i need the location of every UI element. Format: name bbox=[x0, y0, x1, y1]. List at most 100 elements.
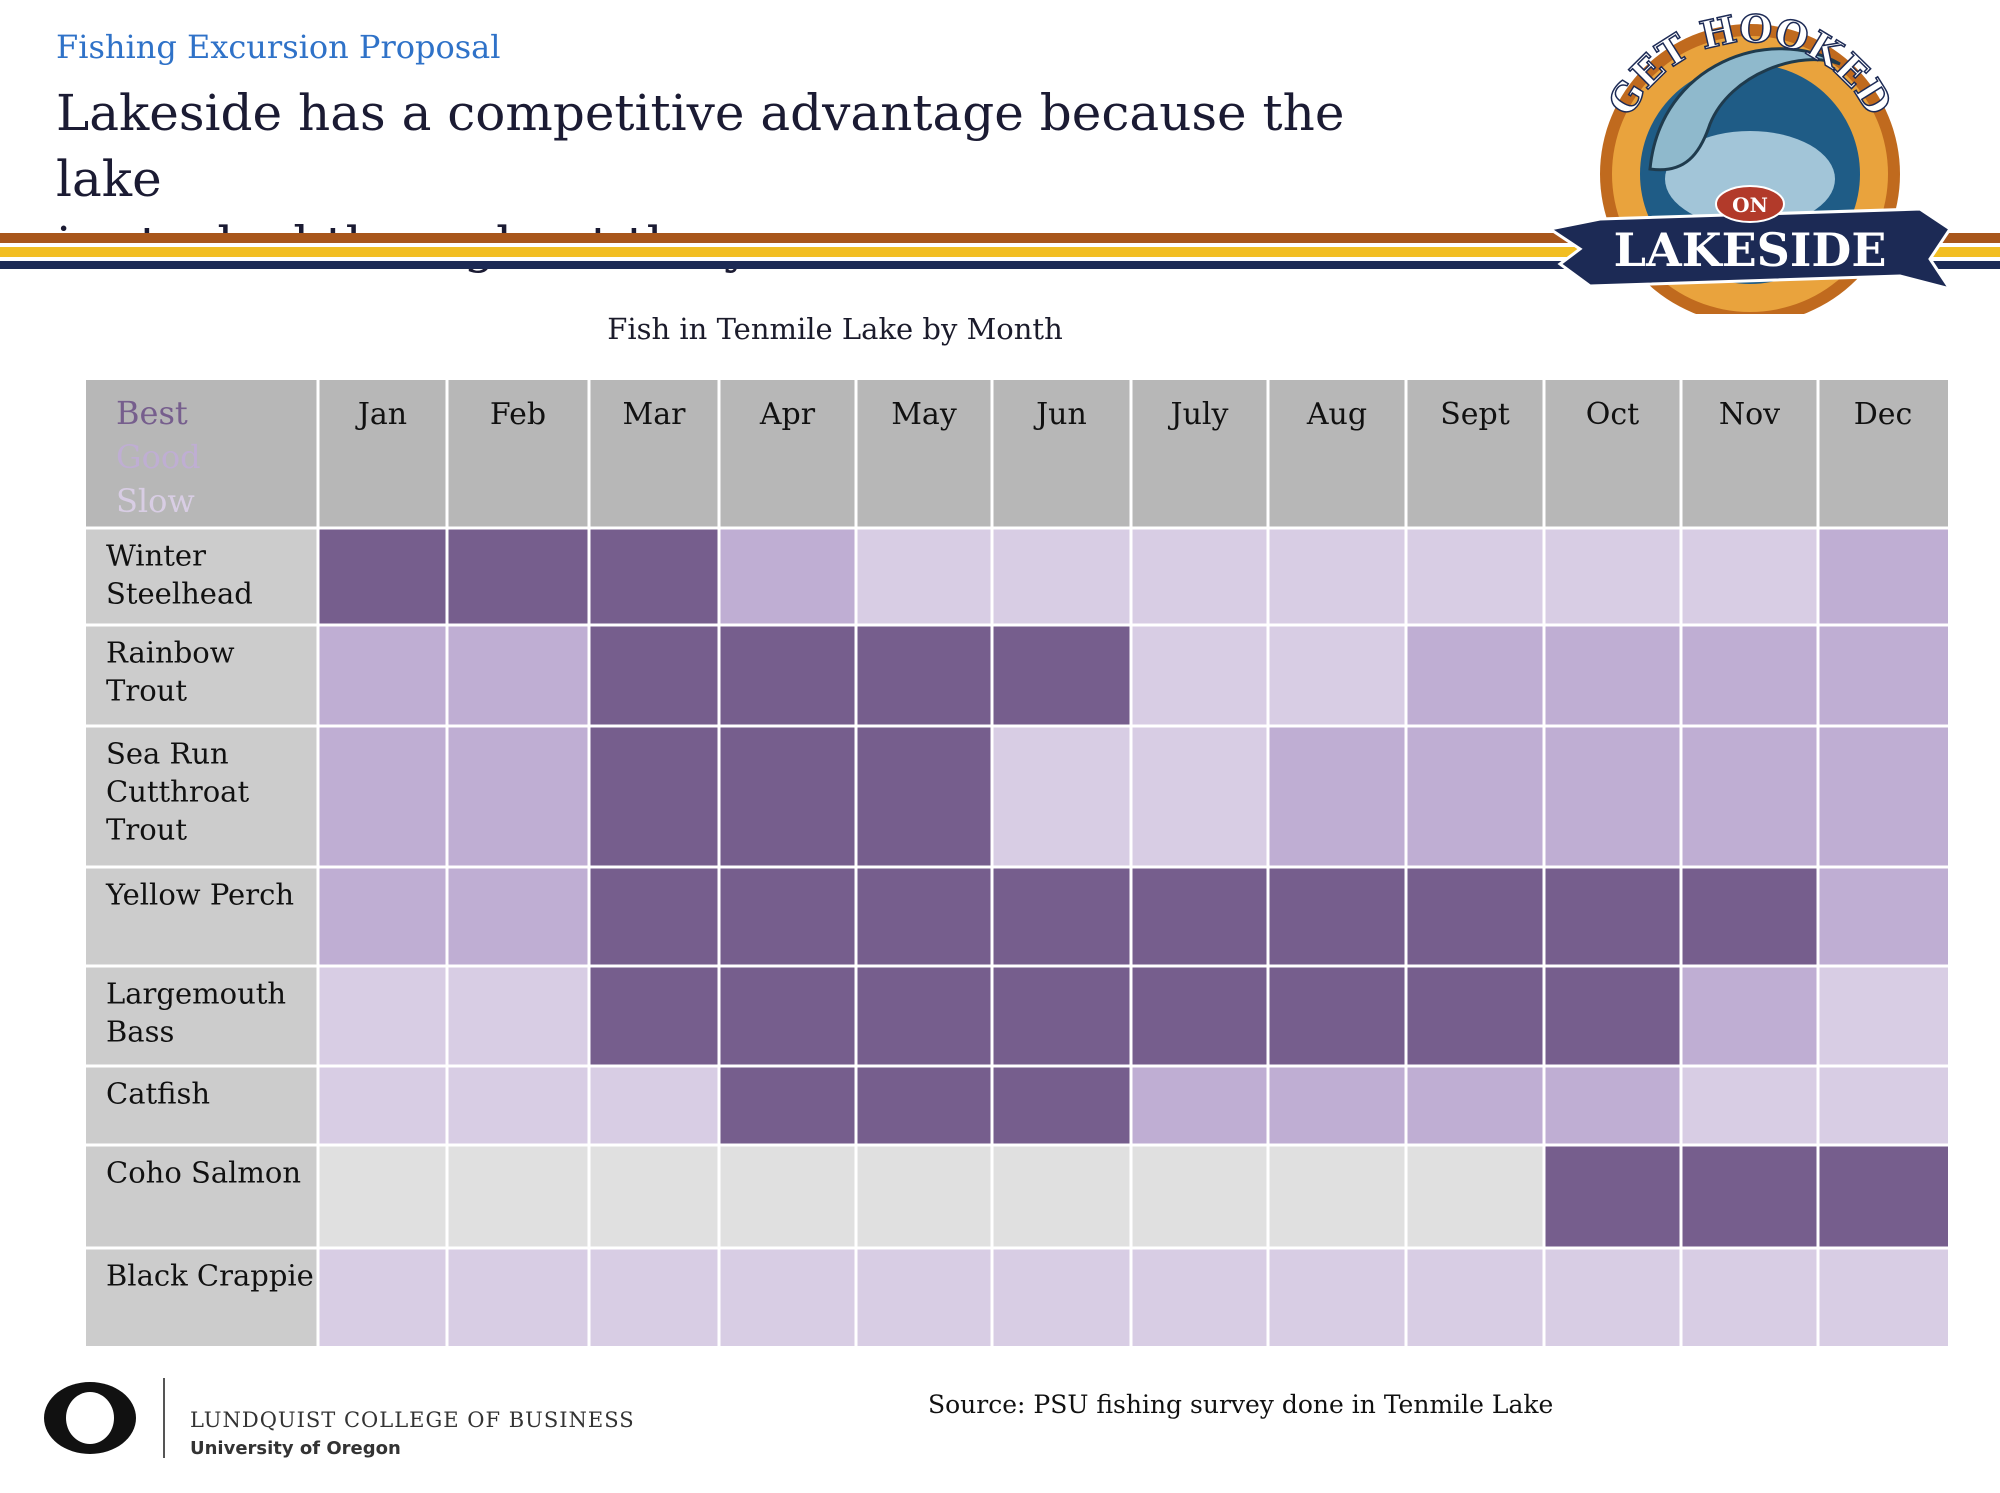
get-hooked-on-lakeside-logo: GET HOOKED ON LAKESIDE bbox=[1546, 5, 1954, 314]
month-label: Oct bbox=[1586, 397, 1639, 432]
fish-label: Cutthroat bbox=[106, 775, 249, 809]
heatmap-cell-slow bbox=[1819, 1067, 1948, 1144]
heatmap-cell-good bbox=[1545, 626, 1680, 725]
heatmap-cell-good bbox=[1269, 727, 1405, 866]
heatmap-cell-good bbox=[1407, 626, 1543, 725]
fish-label: Yellow Perch bbox=[105, 878, 294, 912]
heatmap-cell-none bbox=[720, 1146, 855, 1247]
heatmap-cell-good bbox=[1545, 727, 1680, 866]
legend-good: Good bbox=[116, 438, 201, 476]
fish-label: Black Crappie bbox=[106, 1259, 314, 1293]
heatmap-cell-best bbox=[319, 529, 446, 624]
heatmap-cell-slow bbox=[1819, 967, 1948, 1065]
heatmap-cell-slow bbox=[857, 1249, 991, 1346]
heatmap-cell-best bbox=[857, 727, 991, 866]
month-label: Dec bbox=[1854, 397, 1913, 432]
fish-label: Largemouth bbox=[106, 977, 286, 1011]
heatmap-cell-slow bbox=[1132, 529, 1267, 624]
legend-cell bbox=[86, 380, 317, 527]
month-label: Mar bbox=[623, 397, 687, 432]
heatmap-cell-good bbox=[1269, 1067, 1405, 1144]
heatmap-cell-best bbox=[590, 868, 718, 965]
heatmap-cell-none bbox=[590, 1146, 718, 1247]
heatmap-cell-best bbox=[1545, 1146, 1680, 1247]
stripe-gap bbox=[0, 243, 2000, 247]
heatmap-cell-slow bbox=[590, 1249, 718, 1346]
heatmap-cell-best bbox=[720, 1067, 855, 1144]
heatmap-cell-best bbox=[993, 868, 1130, 965]
university-name: University of Oregon bbox=[190, 1438, 401, 1459]
heatmap-cell-best bbox=[993, 967, 1130, 1065]
month-header-cell bbox=[319, 380, 446, 527]
month-label: Apr bbox=[759, 397, 816, 432]
heatmap-cell-best bbox=[720, 967, 855, 1065]
month-header-cell bbox=[720, 380, 855, 527]
heatmap-cell-none bbox=[1269, 1146, 1405, 1247]
month-header-cell bbox=[448, 380, 588, 527]
fish-label-cell bbox=[86, 727, 317, 866]
heatmap-cell-good bbox=[1407, 1067, 1543, 1144]
heatmap-cell-best bbox=[1132, 868, 1267, 965]
heatmap-cell-best bbox=[1269, 967, 1405, 1065]
legend-best: Best bbox=[116, 394, 188, 432]
month-label: Sept bbox=[1440, 397, 1510, 432]
fish-label: Trout bbox=[106, 674, 187, 708]
month-label: July bbox=[1168, 397, 1229, 432]
fish-label-cell bbox=[86, 967, 317, 1065]
fish-label: Rainbow bbox=[106, 636, 235, 670]
heatmap-cell-slow bbox=[1269, 529, 1405, 624]
source-note: Source: PSU fishing survey done in Tenmi… bbox=[928, 1390, 1554, 1419]
heatmap-cell-slow bbox=[1819, 1249, 1948, 1346]
heatmap-cell-good bbox=[1407, 727, 1543, 866]
heatmap-cell-best bbox=[857, 967, 991, 1065]
month-header-cell bbox=[993, 380, 1130, 527]
heatmap-cell-slow bbox=[590, 1067, 718, 1144]
fish-label-cell bbox=[86, 529, 317, 624]
heatmap-cell-slow bbox=[1269, 1249, 1405, 1346]
heatmap-cell-best bbox=[448, 529, 588, 624]
month-header-cell bbox=[1819, 380, 1948, 527]
logo-banner bbox=[1546, 207, 1954, 292]
heatmap-cell-best bbox=[590, 967, 718, 1065]
month-header-cell bbox=[1269, 380, 1405, 527]
heatmap-cell-best bbox=[720, 626, 855, 725]
heatmap-cell-best bbox=[1407, 967, 1543, 1065]
month-header-cell bbox=[1682, 380, 1817, 527]
heatmap-cell-slow bbox=[1545, 529, 1680, 624]
heatmap-cell-best bbox=[857, 626, 991, 725]
heatmap-cell-slow bbox=[1407, 529, 1543, 624]
heatmap-cell-none bbox=[857, 1146, 991, 1247]
legend-slow: Slow bbox=[116, 482, 195, 520]
heatmap-cell-best bbox=[720, 868, 855, 965]
fish-label: Trout bbox=[106, 813, 187, 847]
month-header-cell bbox=[590, 380, 718, 527]
heatmap-cell-slow bbox=[993, 727, 1130, 866]
heatmap-cell-good bbox=[1132, 1067, 1267, 1144]
heatmap-cell-slow bbox=[720, 1249, 855, 1346]
heatmap-cell-good bbox=[319, 868, 446, 965]
month-header-cell bbox=[1545, 380, 1680, 527]
month-label: Jun bbox=[1033, 397, 1087, 432]
logo-on-text: ON bbox=[1732, 193, 1768, 217]
month-header-cell bbox=[1132, 380, 1267, 527]
heatmap-cell-none bbox=[1132, 1146, 1267, 1247]
heatmap-cell-good bbox=[448, 727, 588, 866]
logo-lakeside-text: LAKESIDE bbox=[1614, 223, 1887, 277]
heatmap-cell-best bbox=[1407, 868, 1543, 965]
heatmap-cell-best bbox=[857, 1067, 991, 1144]
heatmap-cell-best bbox=[857, 868, 991, 965]
heatmap-cell-slow bbox=[319, 1067, 446, 1144]
heatmap-cell-best bbox=[590, 727, 718, 866]
heatmap-cell-none bbox=[1407, 1146, 1543, 1247]
month-label: May bbox=[891, 397, 957, 432]
heatmap-cell-slow bbox=[993, 529, 1130, 624]
heatmap-cell-slow bbox=[857, 529, 991, 624]
footer-divider bbox=[163, 1378, 165, 1458]
heatmap-cell-best bbox=[1269, 868, 1405, 965]
heatmap-cell-none bbox=[993, 1146, 1130, 1247]
heatmap-cell-slow bbox=[1407, 1249, 1543, 1346]
month-label: Nov bbox=[1719, 397, 1780, 432]
heatmap-cell-slow bbox=[1682, 1249, 1817, 1346]
heatmap-cell-slow bbox=[1132, 626, 1267, 725]
fish-month-heatmap: Best Good Slow Jan Feb Mar Apr May Jun July Aug Sep… bbox=[86, 380, 1948, 1346]
